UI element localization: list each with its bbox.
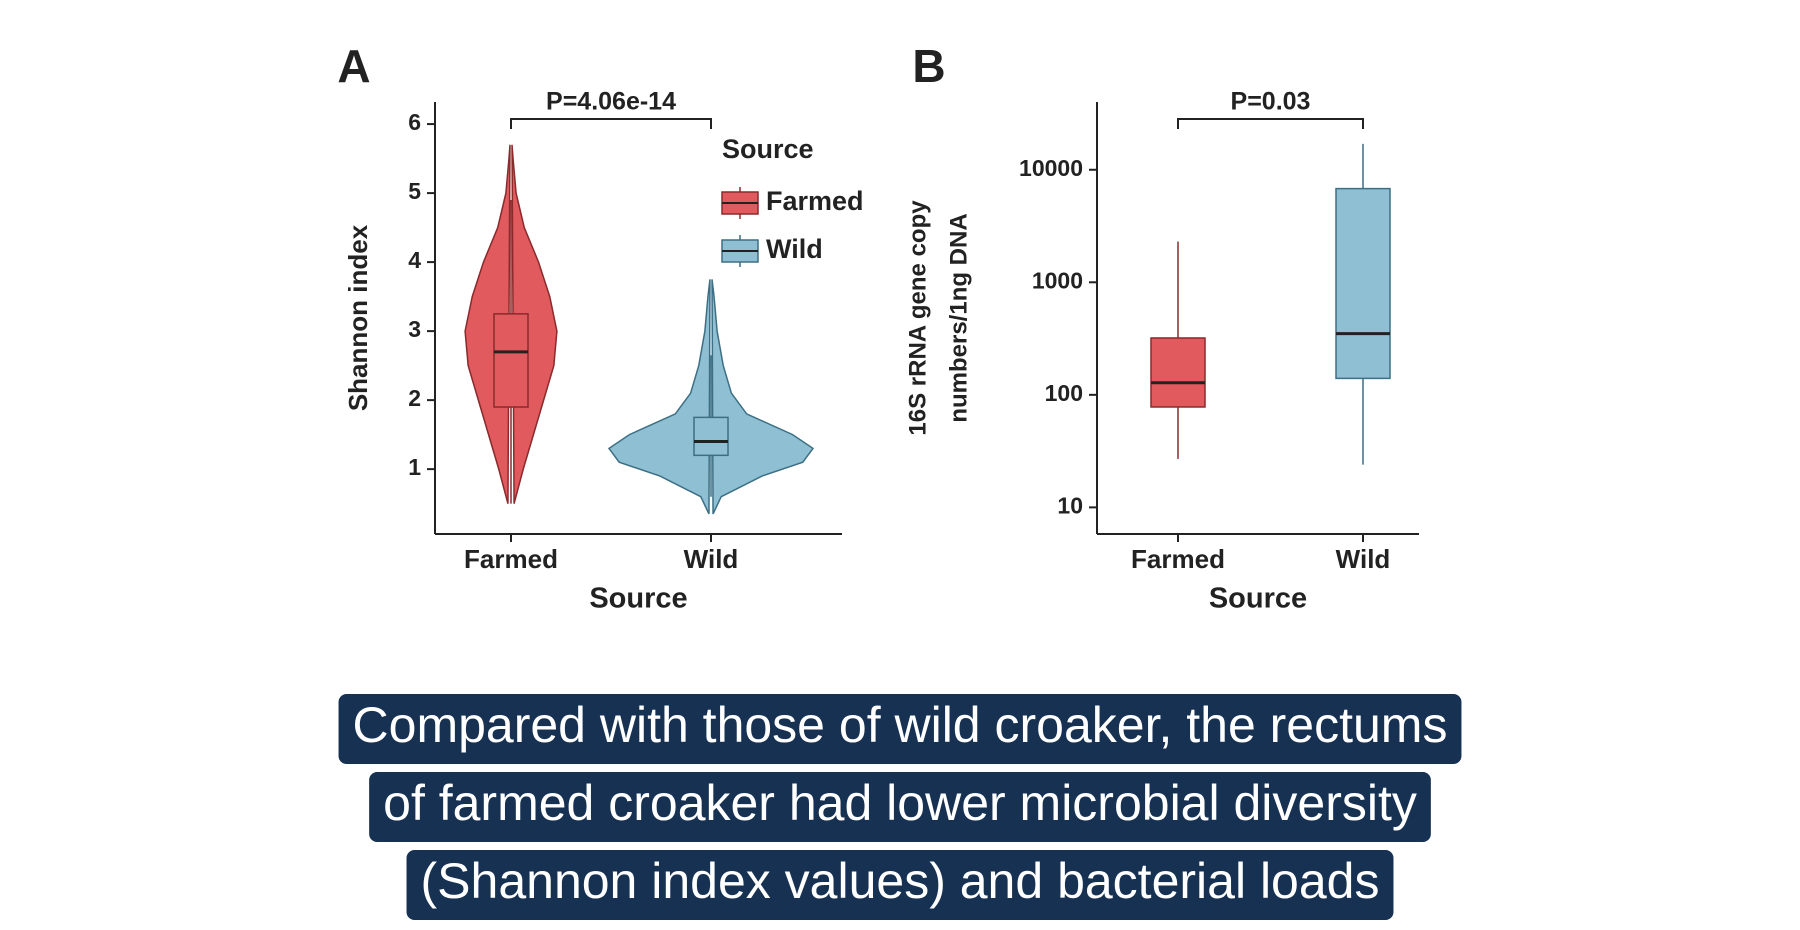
legend-label: Farmed xyxy=(766,186,864,216)
caption-box xyxy=(406,850,1394,920)
y-tick-label: 100 xyxy=(1045,380,1083,406)
p-value: P=4.06e-14 xyxy=(546,88,676,116)
legend-title: Source xyxy=(722,134,814,164)
bracket xyxy=(510,118,712,129)
caption-line: Compared with those of wild croaker, the… xyxy=(353,697,1448,753)
y-tick-label: 5 xyxy=(408,178,421,204)
y-tick-label: 4 xyxy=(408,247,421,273)
box xyxy=(1150,337,1206,408)
y-tick-label: 1 xyxy=(408,454,421,480)
y-tick-label: 10 xyxy=(1057,492,1083,518)
y-axis-label: numbers/1ng DNA xyxy=(945,213,972,422)
y-tick-label: 2 xyxy=(408,385,421,411)
y-tick-label: 3 xyxy=(408,316,421,342)
y-axis-label: Shannon index xyxy=(343,224,373,411)
y-axis-label: 16S rRNA gene copy xyxy=(904,200,931,436)
y-tick-label: 10000 xyxy=(1019,155,1083,181)
y-tick-label: 6 xyxy=(408,109,421,135)
caption-box xyxy=(369,772,1431,842)
box xyxy=(693,416,729,457)
panel-label: A xyxy=(337,40,370,92)
bracket xyxy=(1177,118,1364,129)
caption-box xyxy=(338,694,1462,764)
x-tick-label: Farmed xyxy=(1131,544,1225,574)
y-tick-label: 1000 xyxy=(1032,267,1083,293)
box xyxy=(493,313,529,408)
x-tick-label: Wild xyxy=(684,544,739,574)
box xyxy=(1335,187,1391,380)
x-tick-label: Farmed xyxy=(464,544,558,574)
x-axis-label: Source xyxy=(1209,583,1307,615)
x-axis-label: Source xyxy=(589,583,687,615)
legend-label: Wild xyxy=(766,234,823,264)
panel-label: B xyxy=(912,40,945,92)
caption-line: (Shannon index values) and bacterial loa… xyxy=(421,853,1380,909)
violin-half xyxy=(607,279,711,515)
violin-half xyxy=(511,144,558,504)
x-tick-label: Wild xyxy=(1336,544,1391,574)
violin-half xyxy=(711,279,815,515)
caption-line: of farmed croaker had lower microbial di… xyxy=(383,775,1417,831)
violin-half xyxy=(464,144,511,504)
p-value: P=0.03 xyxy=(1231,88,1311,116)
